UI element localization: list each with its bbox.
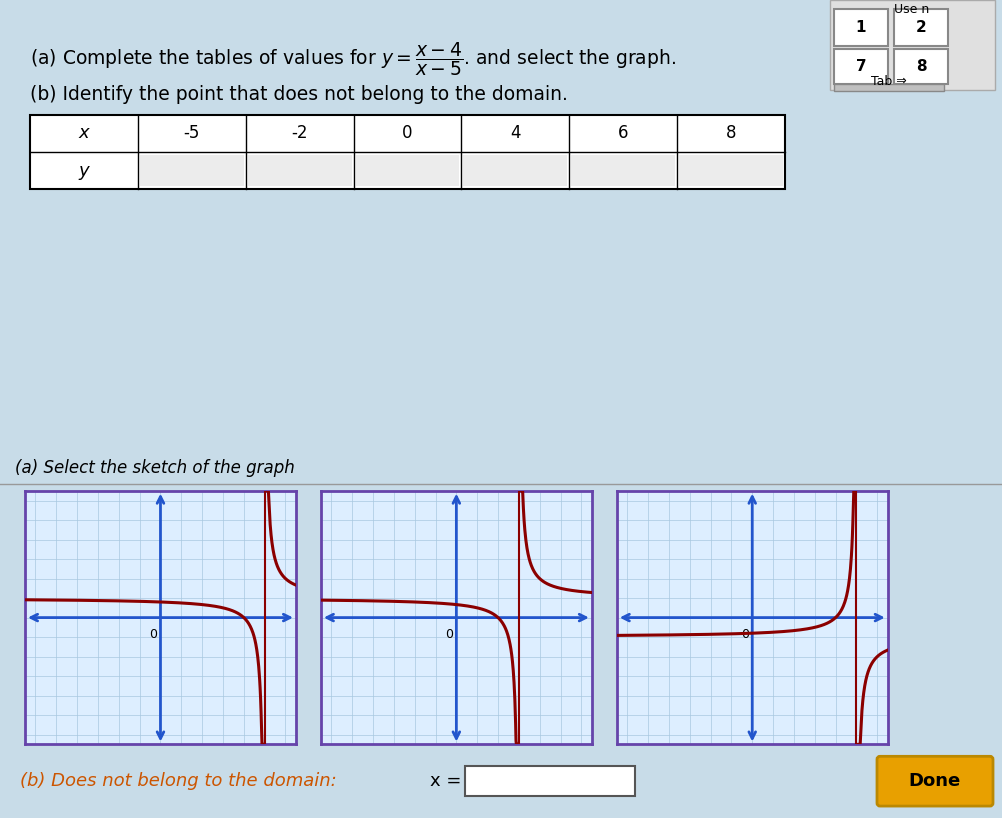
Text: (a) Select the sketch of the graph: (a) Select the sketch of the graph xyxy=(15,459,295,477)
Text: 8: 8 xyxy=(915,59,926,74)
Text: Tab ⇒: Tab ⇒ xyxy=(871,74,906,88)
FancyBboxPatch shape xyxy=(893,9,947,46)
Bar xyxy=(247,155,352,187)
FancyBboxPatch shape xyxy=(834,83,943,91)
FancyBboxPatch shape xyxy=(830,0,994,90)
Text: 0: 0 xyxy=(445,628,453,641)
FancyBboxPatch shape xyxy=(893,49,947,83)
Text: 0: 0 xyxy=(402,124,413,142)
Text: (a) Complete the tables of values for $y = \dfrac{x - 4}{x - 5}$. and select the: (a) Complete the tables of values for $y… xyxy=(30,40,675,78)
Bar xyxy=(571,155,674,187)
Text: 8: 8 xyxy=(725,124,735,142)
Text: 4: 4 xyxy=(510,124,520,142)
Text: 1: 1 xyxy=(855,20,866,35)
Text: 6: 6 xyxy=(617,124,628,142)
Bar xyxy=(139,155,243,187)
Text: 0: 0 xyxy=(149,628,157,641)
FancyBboxPatch shape xyxy=(834,49,887,83)
Bar xyxy=(463,155,567,187)
FancyBboxPatch shape xyxy=(876,757,992,806)
Text: 7: 7 xyxy=(855,59,866,74)
Text: Use n: Use n xyxy=(894,3,929,16)
Text: y: y xyxy=(78,161,89,179)
FancyBboxPatch shape xyxy=(834,9,887,46)
Bar xyxy=(356,155,459,187)
Text: Done: Done xyxy=(908,772,960,790)
Text: -2: -2 xyxy=(292,124,308,142)
Bar xyxy=(465,766,634,796)
Text: x =: x = xyxy=(430,772,461,790)
Bar xyxy=(30,115,785,189)
Text: 2: 2 xyxy=(915,20,926,35)
Text: x: x xyxy=(78,124,89,142)
Text: (b) Identify the point that does not belong to the domain.: (b) Identify the point that does not bel… xyxy=(30,84,567,104)
Text: 0: 0 xyxy=(740,628,748,641)
Bar xyxy=(678,155,783,187)
Text: (b) Does not belong to the domain:: (b) Does not belong to the domain: xyxy=(20,772,337,790)
Text: -5: -5 xyxy=(183,124,199,142)
